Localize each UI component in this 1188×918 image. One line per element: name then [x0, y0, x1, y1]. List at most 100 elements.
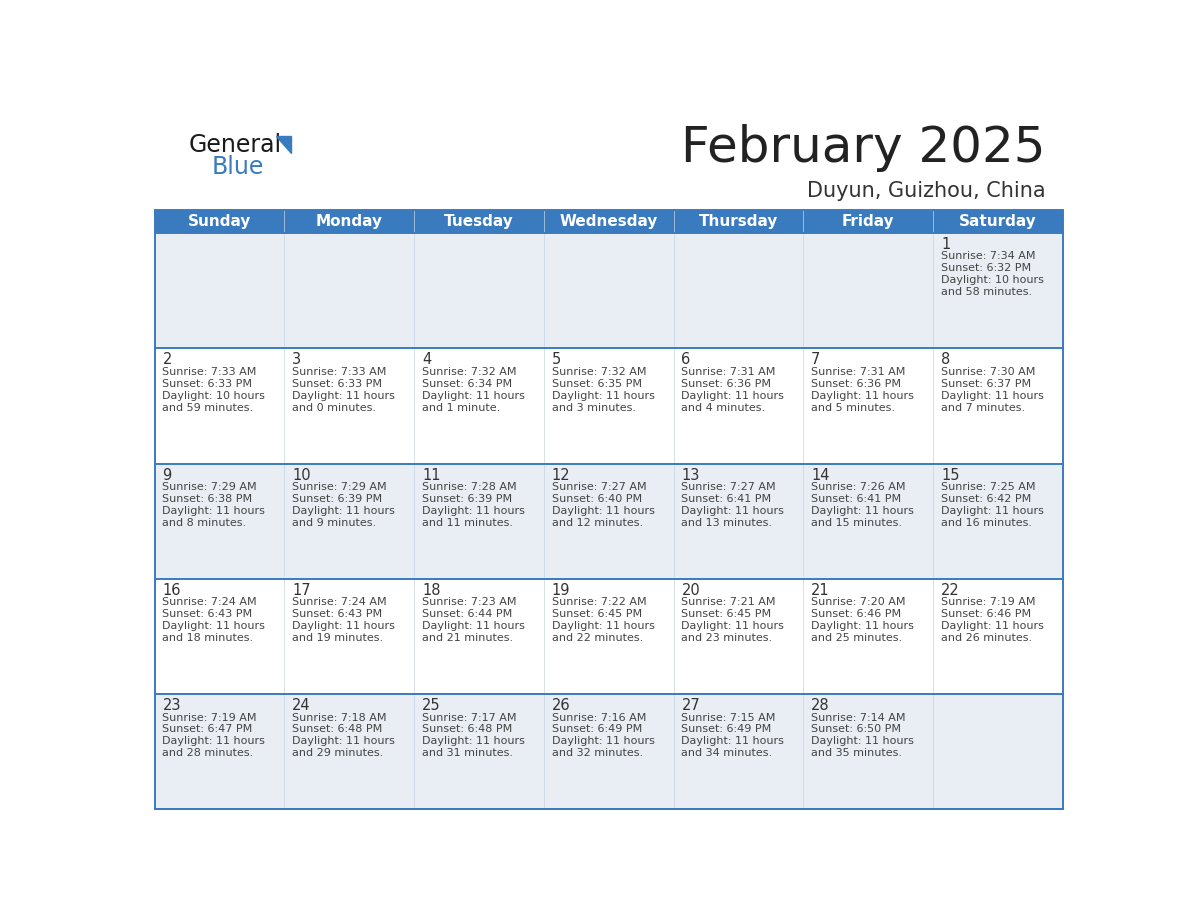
Text: Monday: Monday: [316, 214, 383, 230]
Text: Sunset: 6:38 PM: Sunset: 6:38 PM: [163, 494, 253, 504]
Text: Sunrise: 7:16 AM: Sunrise: 7:16 AM: [551, 712, 646, 722]
Text: and 12 minutes.: and 12 minutes.: [551, 518, 643, 528]
Text: Daylight: 11 hours: Daylight: 11 hours: [682, 506, 784, 516]
Text: Sunrise: 7:15 AM: Sunrise: 7:15 AM: [682, 712, 776, 722]
Text: Sunrise: 7:19 AM: Sunrise: 7:19 AM: [163, 712, 257, 722]
Text: Saturday: Saturday: [959, 214, 1037, 230]
Text: Sunset: 6:46 PM: Sunset: 6:46 PM: [811, 610, 902, 620]
Text: General: General: [189, 133, 282, 157]
Text: 7: 7: [811, 353, 821, 367]
Text: and 59 minutes.: and 59 minutes.: [163, 402, 253, 412]
Text: Sunset: 6:37 PM: Sunset: 6:37 PM: [941, 378, 1031, 388]
Text: Sunset: 6:47 PM: Sunset: 6:47 PM: [163, 724, 253, 734]
Bar: [674, 464, 803, 578]
Text: Daylight: 11 hours: Daylight: 11 hours: [163, 736, 265, 746]
Bar: [284, 464, 415, 578]
Text: Sunrise: 7:31 AM: Sunrise: 7:31 AM: [811, 366, 905, 376]
Text: and 8 minutes.: and 8 minutes.: [163, 518, 247, 528]
Text: Sunset: 6:40 PM: Sunset: 6:40 PM: [551, 494, 642, 504]
Bar: [674, 694, 803, 810]
Text: 2: 2: [163, 353, 172, 367]
Text: 12: 12: [551, 468, 570, 483]
Text: and 25 minutes.: and 25 minutes.: [811, 633, 903, 644]
Text: Sunrise: 7:31 AM: Sunrise: 7:31 AM: [682, 366, 776, 376]
Text: Sunset: 6:46 PM: Sunset: 6:46 PM: [941, 610, 1031, 620]
Text: and 7 minutes.: and 7 minutes.: [941, 402, 1025, 412]
Text: Sunrise: 7:19 AM: Sunrise: 7:19 AM: [941, 598, 1036, 608]
Text: Sunrise: 7:27 AM: Sunrise: 7:27 AM: [682, 482, 776, 492]
Bar: [154, 694, 284, 810]
Bar: [934, 694, 1063, 810]
Text: Daylight: 11 hours: Daylight: 11 hours: [941, 390, 1044, 400]
Text: 9: 9: [163, 468, 172, 483]
Text: Daylight: 11 hours: Daylight: 11 hours: [551, 736, 655, 746]
Text: Sunset: 6:39 PM: Sunset: 6:39 PM: [422, 494, 512, 504]
Text: Sunset: 6:36 PM: Sunset: 6:36 PM: [682, 378, 771, 388]
Text: Sunrise: 7:14 AM: Sunrise: 7:14 AM: [811, 712, 905, 722]
Text: and 0 minutes.: and 0 minutes.: [292, 402, 377, 412]
Text: Sunrise: 7:25 AM: Sunrise: 7:25 AM: [941, 482, 1036, 492]
Text: 11: 11: [422, 468, 441, 483]
Text: 23: 23: [163, 699, 181, 713]
Text: 8: 8: [941, 353, 950, 367]
Text: Sunset: 6:39 PM: Sunset: 6:39 PM: [292, 494, 383, 504]
Text: and 31 minutes.: and 31 minutes.: [422, 748, 513, 758]
Text: and 11 minutes.: and 11 minutes.: [422, 518, 513, 528]
Text: February 2025: February 2025: [682, 124, 1045, 172]
Text: and 21 minutes.: and 21 minutes.: [422, 633, 513, 644]
Text: Daylight: 11 hours: Daylight: 11 hours: [292, 506, 396, 516]
Bar: [415, 578, 544, 694]
Text: 6: 6: [682, 353, 690, 367]
Bar: [415, 694, 544, 810]
Text: and 28 minutes.: and 28 minutes.: [163, 748, 254, 758]
Bar: [415, 348, 544, 464]
Bar: [674, 233, 803, 348]
Text: Sunset: 6:45 PM: Sunset: 6:45 PM: [551, 610, 642, 620]
Text: Sunrise: 7:18 AM: Sunrise: 7:18 AM: [292, 712, 387, 722]
Bar: [415, 233, 544, 348]
Text: and 19 minutes.: and 19 minutes.: [292, 633, 384, 644]
Bar: [803, 233, 934, 348]
Polygon shape: [277, 137, 291, 153]
Text: Sunrise: 7:33 AM: Sunrise: 7:33 AM: [292, 366, 386, 376]
Text: and 13 minutes.: and 13 minutes.: [682, 518, 772, 528]
Text: Sunrise: 7:20 AM: Sunrise: 7:20 AM: [811, 598, 905, 608]
Text: Daylight: 11 hours: Daylight: 11 hours: [551, 621, 655, 632]
Text: 18: 18: [422, 583, 441, 598]
Text: 17: 17: [292, 583, 311, 598]
Text: Sunset: 6:34 PM: Sunset: 6:34 PM: [422, 378, 512, 388]
Text: Sunrise: 7:26 AM: Sunrise: 7:26 AM: [811, 482, 905, 492]
Text: Tuesday: Tuesday: [444, 214, 514, 230]
Text: Daylight: 11 hours: Daylight: 11 hours: [682, 621, 784, 632]
Bar: [154, 233, 284, 348]
Text: Sunset: 6:44 PM: Sunset: 6:44 PM: [422, 610, 512, 620]
Text: and 4 minutes.: and 4 minutes.: [682, 402, 765, 412]
Text: 3: 3: [292, 353, 302, 367]
Text: Daylight: 11 hours: Daylight: 11 hours: [292, 390, 396, 400]
Text: 22: 22: [941, 583, 960, 598]
Text: Sunrise: 7:21 AM: Sunrise: 7:21 AM: [682, 598, 776, 608]
Text: Daylight: 11 hours: Daylight: 11 hours: [811, 506, 914, 516]
Bar: [284, 233, 415, 348]
Text: Daylight: 11 hours: Daylight: 11 hours: [811, 736, 914, 746]
Bar: [544, 233, 674, 348]
Text: 21: 21: [811, 583, 830, 598]
Text: Daylight: 11 hours: Daylight: 11 hours: [811, 390, 914, 400]
Text: and 1 minute.: and 1 minute.: [422, 402, 500, 412]
Text: 26: 26: [551, 699, 570, 713]
Text: Sunset: 6:48 PM: Sunset: 6:48 PM: [422, 724, 512, 734]
Text: Sunrise: 7:22 AM: Sunrise: 7:22 AM: [551, 598, 646, 608]
Text: Daylight: 11 hours: Daylight: 11 hours: [422, 736, 525, 746]
Bar: [674, 578, 803, 694]
Text: and 23 minutes.: and 23 minutes.: [682, 633, 772, 644]
Text: Sunrise: 7:28 AM: Sunrise: 7:28 AM: [422, 482, 517, 492]
Text: Daylight: 11 hours: Daylight: 11 hours: [292, 621, 396, 632]
Text: Sunset: 6:32 PM: Sunset: 6:32 PM: [941, 263, 1031, 274]
Text: and 26 minutes.: and 26 minutes.: [941, 633, 1032, 644]
Text: Daylight: 11 hours: Daylight: 11 hours: [292, 736, 396, 746]
Text: Duyun, Guizhou, China: Duyun, Guizhou, China: [808, 181, 1045, 201]
Text: Sunrise: 7:29 AM: Sunrise: 7:29 AM: [163, 482, 257, 492]
Bar: [154, 210, 1063, 810]
Text: Daylight: 11 hours: Daylight: 11 hours: [811, 621, 914, 632]
Text: Daylight: 11 hours: Daylight: 11 hours: [422, 390, 525, 400]
